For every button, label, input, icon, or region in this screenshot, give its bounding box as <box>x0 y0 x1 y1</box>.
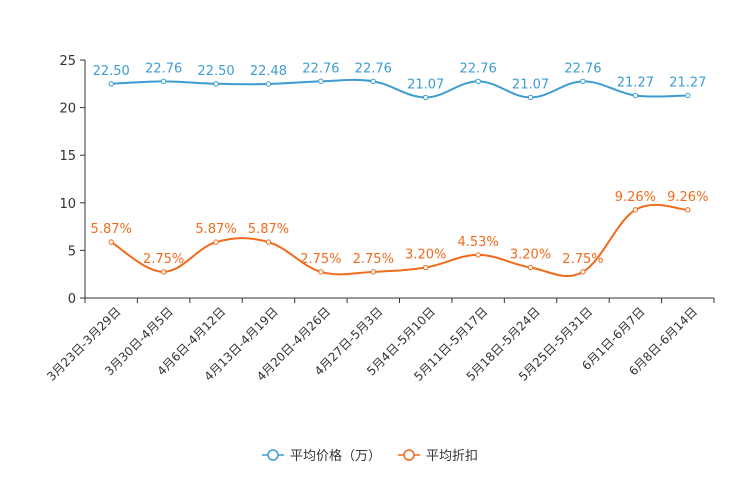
data-label: 5.87% <box>91 222 132 237</box>
data-point <box>265 239 272 245</box>
data-label: 2.75% <box>300 252 341 267</box>
data-label: 3.20% <box>405 248 446 263</box>
data-point <box>685 92 691 99</box>
data-label: 4.53% <box>457 235 498 250</box>
data-label: 9.26% <box>615 190 656 205</box>
legend-item-1: 平均价格（万） <box>262 448 381 464</box>
legend: 平均价格（万） 平均折扣 <box>262 448 478 464</box>
axes: 05101520253月23日-3月29日3月30日-4月5日4月6日-4月12… <box>44 54 715 384</box>
data-label: 2.75% <box>143 252 184 267</box>
legend-marker <box>267 449 279 461</box>
data-point <box>632 207 639 213</box>
data-point <box>475 78 481 85</box>
data-point <box>108 81 114 87</box>
data-point <box>580 78 586 85</box>
data-point <box>685 207 691 213</box>
data-point <box>160 269 167 275</box>
data-label: 22.50 <box>197 64 234 79</box>
legend-label: 平均折扣 <box>426 449 478 464</box>
data-label: 21.07 <box>512 77 549 92</box>
y-tick-label: 25 <box>59 54 76 69</box>
data-point <box>475 252 481 258</box>
y-tick-label: 10 <box>59 197 76 212</box>
data-point <box>527 94 534 101</box>
y-tick-label: 15 <box>59 149 76 164</box>
data-label: 22.76 <box>145 61 182 76</box>
data-point <box>318 269 324 275</box>
data-label: 5.87% <box>248 222 289 237</box>
data-point <box>580 269 586 275</box>
data-point <box>265 81 272 87</box>
series-1: 22.50 22.76 22.50 22.48 22.76 22.76 21.07 22.76… <box>93 61 706 101</box>
data-point <box>370 78 376 85</box>
series-line <box>111 78 688 99</box>
data-point <box>423 94 429 101</box>
data-point <box>632 92 639 99</box>
data-label: 21.27 <box>669 76 706 91</box>
data-label: 22.76 <box>302 61 339 76</box>
y-tick-label: 0 <box>68 292 76 307</box>
data-label: 22.48 <box>250 64 287 79</box>
data-point <box>370 269 376 275</box>
data-label: 22.76 <box>564 61 601 76</box>
data-label: 21.27 <box>617 76 654 91</box>
data-point <box>213 81 219 87</box>
data-label: 22.76 <box>355 61 392 76</box>
legend-label: 平均价格（万） <box>290 448 381 464</box>
data-label: 22.50 <box>93 64 130 79</box>
data-label: 2.75% <box>562 252 603 267</box>
data-point <box>160 78 167 85</box>
data-point <box>423 264 429 271</box>
data-label: 5.87% <box>195 222 236 237</box>
y-tick-label: 5 <box>68 244 76 259</box>
data-point <box>527 264 534 271</box>
data-label: 22.76 <box>460 61 497 76</box>
data-label: 21.07 <box>407 77 444 92</box>
y-tick-label: 20 <box>59 102 76 117</box>
data-label: 3.20% <box>510 248 551 263</box>
data-label: 9.26% <box>667 190 708 205</box>
legend-marker <box>403 449 415 461</box>
data-point <box>318 78 324 85</box>
data-point <box>108 239 114 245</box>
data-label: 2.75% <box>353 252 394 267</box>
series-layer: 22.50 22.76 22.50 22.48 22.76 22.76 21.07 22.76… <box>91 61 708 277</box>
series-2: 5.87% 2.75% 5.87% 5.87% 2.75% 2.75% 3.20% 4.53%… <box>91 190 708 277</box>
legend-item-2: 平均折扣 <box>398 449 478 464</box>
data-point <box>213 239 219 245</box>
series-line <box>110 203 688 277</box>
